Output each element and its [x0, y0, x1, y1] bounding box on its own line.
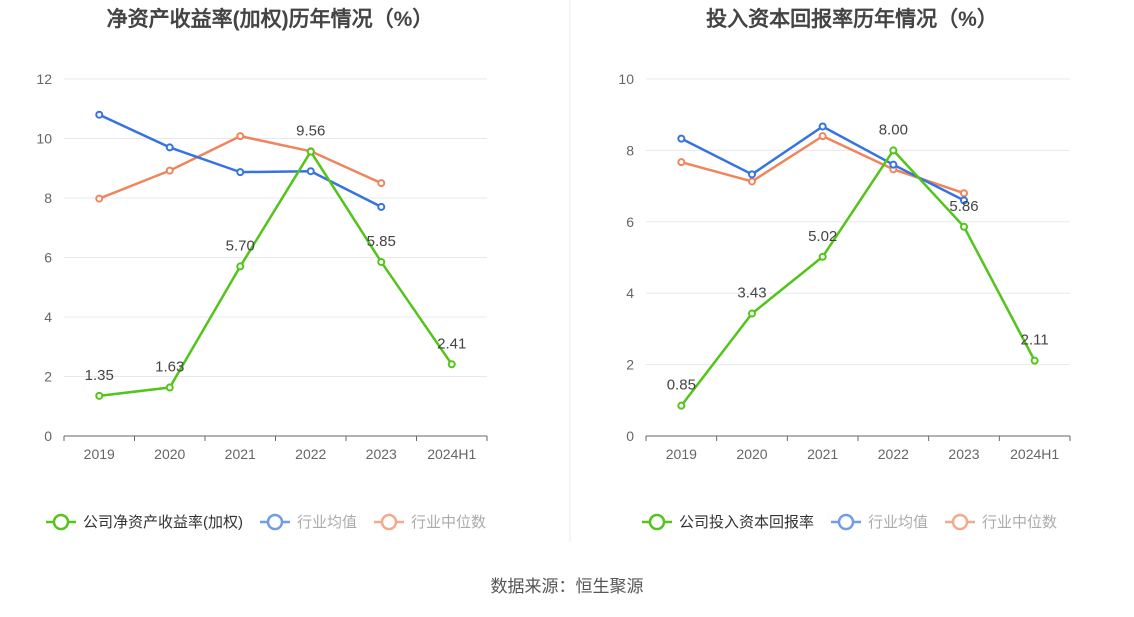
legend-item: 公司净资产收益率(加权) [46, 513, 243, 531]
data-point [960, 222, 968, 231]
legend-marker [648, 513, 666, 531]
legend-marker [52, 513, 70, 531]
data-point [677, 158, 686, 167]
x-tick-label: 2023 [948, 446, 979, 462]
series-line [680, 149, 1036, 407]
data-label: 1.63 [155, 359, 184, 376]
series-line [99, 150, 453, 398]
data-point [818, 122, 827, 131]
data-point [748, 170, 756, 179]
legend-marker [837, 513, 855, 531]
source-text: 数据来源：恒生聚源 [491, 577, 644, 596]
data-point [1030, 356, 1039, 365]
x-tick-label: 2024H1 [427, 446, 476, 462]
data-point [236, 132, 245, 141]
legend-label: 行业均值 [868, 514, 928, 531]
data-label: 5.85 [367, 233, 396, 250]
legend-item: 行业均值 [831, 513, 928, 531]
legend-label: 行业中位数 [982, 514, 1057, 531]
legend-item: 公司投入资本回报率 [642, 513, 814, 531]
chart-2: 投入资本回报率历年情况（%） 0 2 4 6 8 10 2019 2020 2021 2022 202… [618, 7, 1071, 531]
x-tick-label: 2021 [225, 446, 256, 462]
x-tick-label: 2022 [295, 446, 326, 462]
y-tick-label: 10 [618, 71, 634, 87]
y-tick-label: 12 [36, 71, 52, 87]
data-point [677, 134, 686, 143]
data-label: 5.02 [808, 228, 837, 245]
x-tick-label: 2020 [154, 446, 185, 462]
x-tick-label: 2020 [736, 446, 767, 462]
data-point [960, 189, 968, 198]
y-tick-label: 0 [626, 428, 634, 444]
data-point [95, 391, 104, 400]
legend-item: 行业均值 [260, 513, 357, 531]
data-point [447, 360, 456, 369]
data-label: 5.70 [226, 237, 255, 254]
data-label: 5.86 [949, 198, 978, 215]
data-point [748, 177, 756, 186]
data-label: 2.41 [437, 335, 466, 352]
y-tick-label: 2 [44, 369, 52, 385]
legend-item: 行业中位数 [374, 513, 486, 531]
data-point [377, 179, 386, 188]
legend-marker [380, 513, 398, 531]
data-point [889, 160, 898, 169]
data-point [748, 309, 756, 318]
data-point [306, 147, 315, 156]
y-tick-label: 6 [626, 214, 634, 230]
data-point [818, 252, 827, 261]
data-point [95, 194, 104, 203]
x-tick-label: 2024H1 [1010, 446, 1059, 462]
chart-1: 净资产收益率(加权)历年情况（%） 0 2 4 6 8 10 12 2019 2020 2021 20… [36, 7, 488, 531]
chart-title: 净资产收益率(加权)历年情况（%） [107, 7, 434, 31]
data-label: 0.85 [667, 377, 696, 394]
y-tick-label: 4 [44, 309, 52, 325]
series-line [681, 134, 965, 195]
data-label: 2.11 [1021, 332, 1049, 349]
data-point [95, 110, 104, 119]
data-point [165, 166, 174, 175]
legend-label: 公司净资产收益率(加权) [83, 514, 243, 531]
data-point [236, 262, 245, 271]
legend-label: 行业中位数 [411, 514, 486, 531]
legend-label: 公司投入资本回报率 [679, 514, 814, 531]
legend-item: 行业中位数 [945, 513, 1057, 531]
chart-title: 投入资本回报率历年情况（%） [706, 7, 998, 31]
data-point [889, 146, 898, 155]
series-line [98, 134, 382, 200]
x-tick-label: 2022 [878, 446, 909, 462]
legend-marker [266, 513, 284, 531]
x-tick-label: 2019 [84, 446, 115, 462]
legend-marker [951, 513, 969, 531]
data-point [165, 383, 174, 392]
data-label: 3.43 [737, 285, 766, 302]
data-label: 8.00 [879, 121, 908, 138]
data-point [306, 167, 315, 176]
y-tick-label: 2 [626, 357, 634, 373]
data-point [677, 401, 686, 410]
data-label: 1.35 [85, 367, 114, 384]
x-tick-label: 2019 [666, 446, 697, 462]
series-line [98, 113, 382, 209]
y-tick-label: 8 [44, 190, 52, 206]
data-point [236, 168, 245, 177]
data-point [377, 202, 386, 211]
data-point [377, 257, 386, 266]
y-tick-label: 6 [44, 250, 52, 266]
data-label: 9.56 [296, 123, 325, 140]
data-point [818, 132, 827, 141]
y-tick-label: 10 [36, 131, 52, 147]
y-tick-label: 8 [626, 142, 634, 158]
data-point [165, 143, 174, 152]
data-point [960, 196, 968, 205]
x-tick-label: 2021 [807, 446, 838, 462]
x-tick-label: 2023 [366, 446, 397, 462]
y-tick-label: 0 [44, 428, 52, 444]
y-tick-label: 4 [626, 285, 634, 301]
legend-label: 行业均值 [297, 514, 357, 531]
